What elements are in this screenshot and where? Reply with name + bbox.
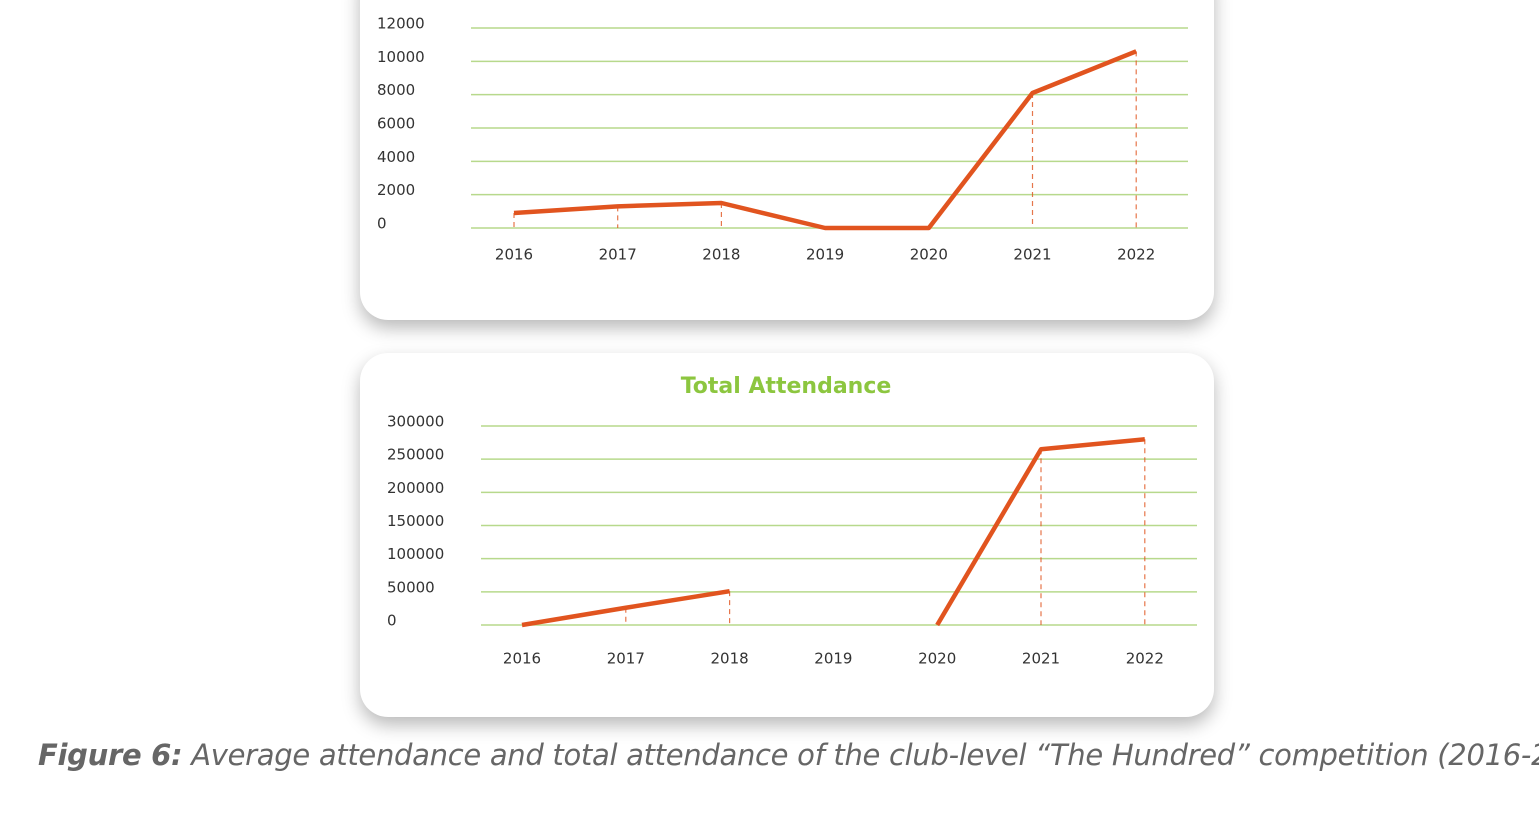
x-tick-label: 2022 — [1117, 246, 1155, 264]
x-tick-label: 2020 — [918, 650, 956, 668]
y-tick-label: 2000 — [377, 181, 415, 199]
y-tick-label: 0 — [377, 215, 387, 233]
data-line — [513, 49, 1138, 231]
y-tick-label: 200000 — [387, 479, 444, 497]
x-tick-label: 2019 — [814, 650, 852, 668]
data-line — [521, 437, 1146, 628]
y-tick-label: 10000 — [377, 48, 425, 66]
y-tick-label: 150000 — [387, 512, 444, 530]
y-tick-label: 300000 — [387, 413, 444, 431]
x-tick-label: 2021 — [1013, 246, 1051, 264]
y-tick-label: 6000 — [377, 115, 415, 133]
x-tick-label: 2016 — [503, 650, 541, 668]
x-tick-label: 2017 — [607, 650, 645, 668]
x-tick-label: 2018 — [702, 246, 740, 264]
caption-label: Figure 6: — [38, 738, 183, 772]
y-tick-label: 8000 — [377, 81, 415, 99]
caption: Figure 6: Average attendance and total a… — [38, 738, 1539, 772]
y-tick-label: 100000 — [387, 545, 444, 563]
x-tick-label: 2022 — [1126, 650, 1164, 668]
x-tick-label: 2018 — [711, 650, 749, 668]
y-tick-label: 12000 — [377, 15, 425, 33]
card — [360, 0, 1214, 320]
chart-title: Total Attendance — [681, 374, 892, 399]
caption-text: Average attendance and total attendance … — [182, 738, 1539, 772]
x-tick-label: 2016 — [495, 246, 533, 264]
x-tick-label: 2017 — [599, 246, 637, 264]
card — [360, 353, 1214, 717]
y-tick-label: 4000 — [377, 148, 415, 166]
y-tick-label: 50000 — [387, 578, 435, 596]
y-tick-label: 250000 — [387, 446, 444, 464]
x-tick-label: 2019 — [806, 246, 844, 264]
x-tick-label: 2020 — [910, 246, 948, 264]
y-tick-label: 0 — [387, 612, 397, 630]
x-tick-label: 2021 — [1022, 650, 1060, 668]
